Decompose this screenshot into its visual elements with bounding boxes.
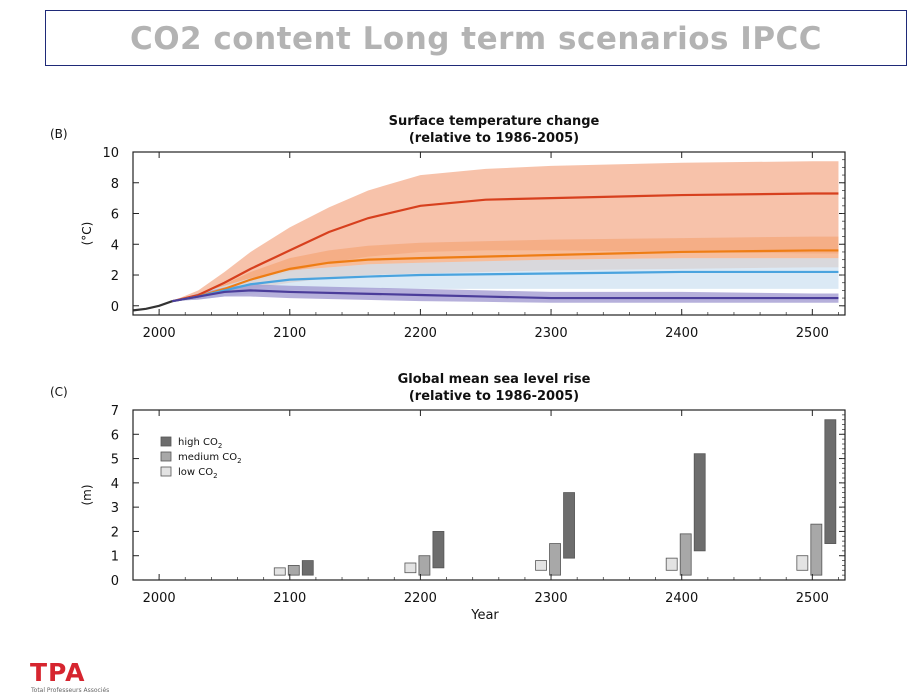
low-co2-bar <box>665 557 678 571</box>
x-tick-label: 2200 <box>404 591 437 606</box>
low-co2-bar <box>535 560 547 571</box>
y-tick-label: 10 <box>102 146 119 161</box>
x-tick-label: 2500 <box>796 591 829 606</box>
panel-1-axes: 2000 2100 2200 2300 2400 2500 0 1 2 3 4 5 6 7 <box>111 404 846 606</box>
y-tick-label: 2 <box>111 269 119 284</box>
historical-line <box>133 300 173 312</box>
purple-series-line <box>172 289 839 303</box>
legend-swatch <box>160 466 172 477</box>
y-tick-label: 6 <box>111 428 119 443</box>
legend: high CO2 medium CO2 low CO2 <box>160 436 242 480</box>
x-tick-label: 2400 <box>665 326 698 341</box>
medium-co2-bar <box>418 555 431 576</box>
legend-swatch <box>160 451 172 462</box>
blue-uncertainty-band <box>172 258 839 302</box>
legend-label: high CO2 <box>178 437 222 450</box>
legend-label: low CO2 <box>178 467 218 480</box>
y-tick-label: 0 <box>111 300 119 315</box>
red-series-line <box>171 192 839 303</box>
plot-frame <box>132 151 846 316</box>
x-tick-label: 2400 <box>665 591 698 606</box>
y-tick-label: 2 <box>111 525 119 540</box>
y-tick-label: 4 <box>111 477 119 492</box>
legend-swatch <box>160 436 172 447</box>
x-tick-label: 2100 <box>273 591 306 606</box>
y-tick-label: 7 <box>111 404 119 419</box>
x-tick-label: 2100 <box>273 326 306 341</box>
x-tick-label: 2500 <box>796 326 829 341</box>
blue-series-line <box>172 270 839 303</box>
y-axis-label: (m) <box>80 484 94 505</box>
x-tick-label: 2200 <box>404 326 437 341</box>
sea-level-bars <box>273 419 837 576</box>
high-co2-bar <box>432 531 445 569</box>
orange-series-line <box>172 249 839 303</box>
chart-title: Surface temperature change <box>389 114 600 129</box>
low-co2-bar <box>796 555 809 571</box>
chart-subtitle: (relative to 1986-2005) <box>409 389 579 404</box>
medium-co2-bar <box>810 523 823 576</box>
plot-frame <box>132 409 846 581</box>
high-co2-bar <box>301 560 314 576</box>
temperature-plot <box>133 161 839 312</box>
low-co2-bar <box>273 567 286 576</box>
chart-title: Global mean sea level rise <box>398 372 591 387</box>
medium-co2-bar <box>679 533 692 576</box>
y-tick-label: 6 <box>111 208 119 223</box>
logo-subtext: Total Professeurs Associés <box>31 687 110 694</box>
panel-label: (C) <box>50 385 68 399</box>
legend-label: medium CO2 <box>178 452 242 465</box>
high-co2-bar <box>563 492 575 559</box>
x-tick-label: 2000 <box>143 326 176 341</box>
chart-subtitle: (relative to 1986-2005) <box>409 131 579 146</box>
y-tick-label: 8 <box>111 177 119 192</box>
panel-label: (B) <box>50 127 68 141</box>
y-tick-label: 5 <box>111 453 119 468</box>
y-tick-label: 1 <box>111 550 119 565</box>
y-tick-label: 3 <box>111 501 119 516</box>
x-tick-label: 2000 <box>143 591 176 606</box>
slide-title: CO2 content Long term scenarios IPCC <box>129 21 823 57</box>
panel-0-axes: 2000 2100 2200 2300 2400 2500 0 2 4 6 8 10 <box>102 146 846 341</box>
x-axis-label: Year <box>470 608 499 623</box>
medium-co2-bar <box>287 565 300 576</box>
low-co2-bar <box>404 562 417 574</box>
logo-text: TPA <box>30 658 86 687</box>
y-tick-label: 0 <box>111 574 119 589</box>
tpa-logo: TPA Total Professeurs Associés <box>30 658 150 698</box>
y-axis-label: (°C) <box>80 222 94 246</box>
y-tick-label: 4 <box>111 238 119 253</box>
x-tick-label: 2300 <box>535 326 568 341</box>
high-co2-bar <box>693 453 706 552</box>
title-box: CO2 content Long term scenarios IPCC <box>45 10 907 66</box>
x-tick-label: 2300 <box>535 591 568 606</box>
high-co2-bar <box>824 419 837 544</box>
medium-co2-bar <box>549 543 561 576</box>
